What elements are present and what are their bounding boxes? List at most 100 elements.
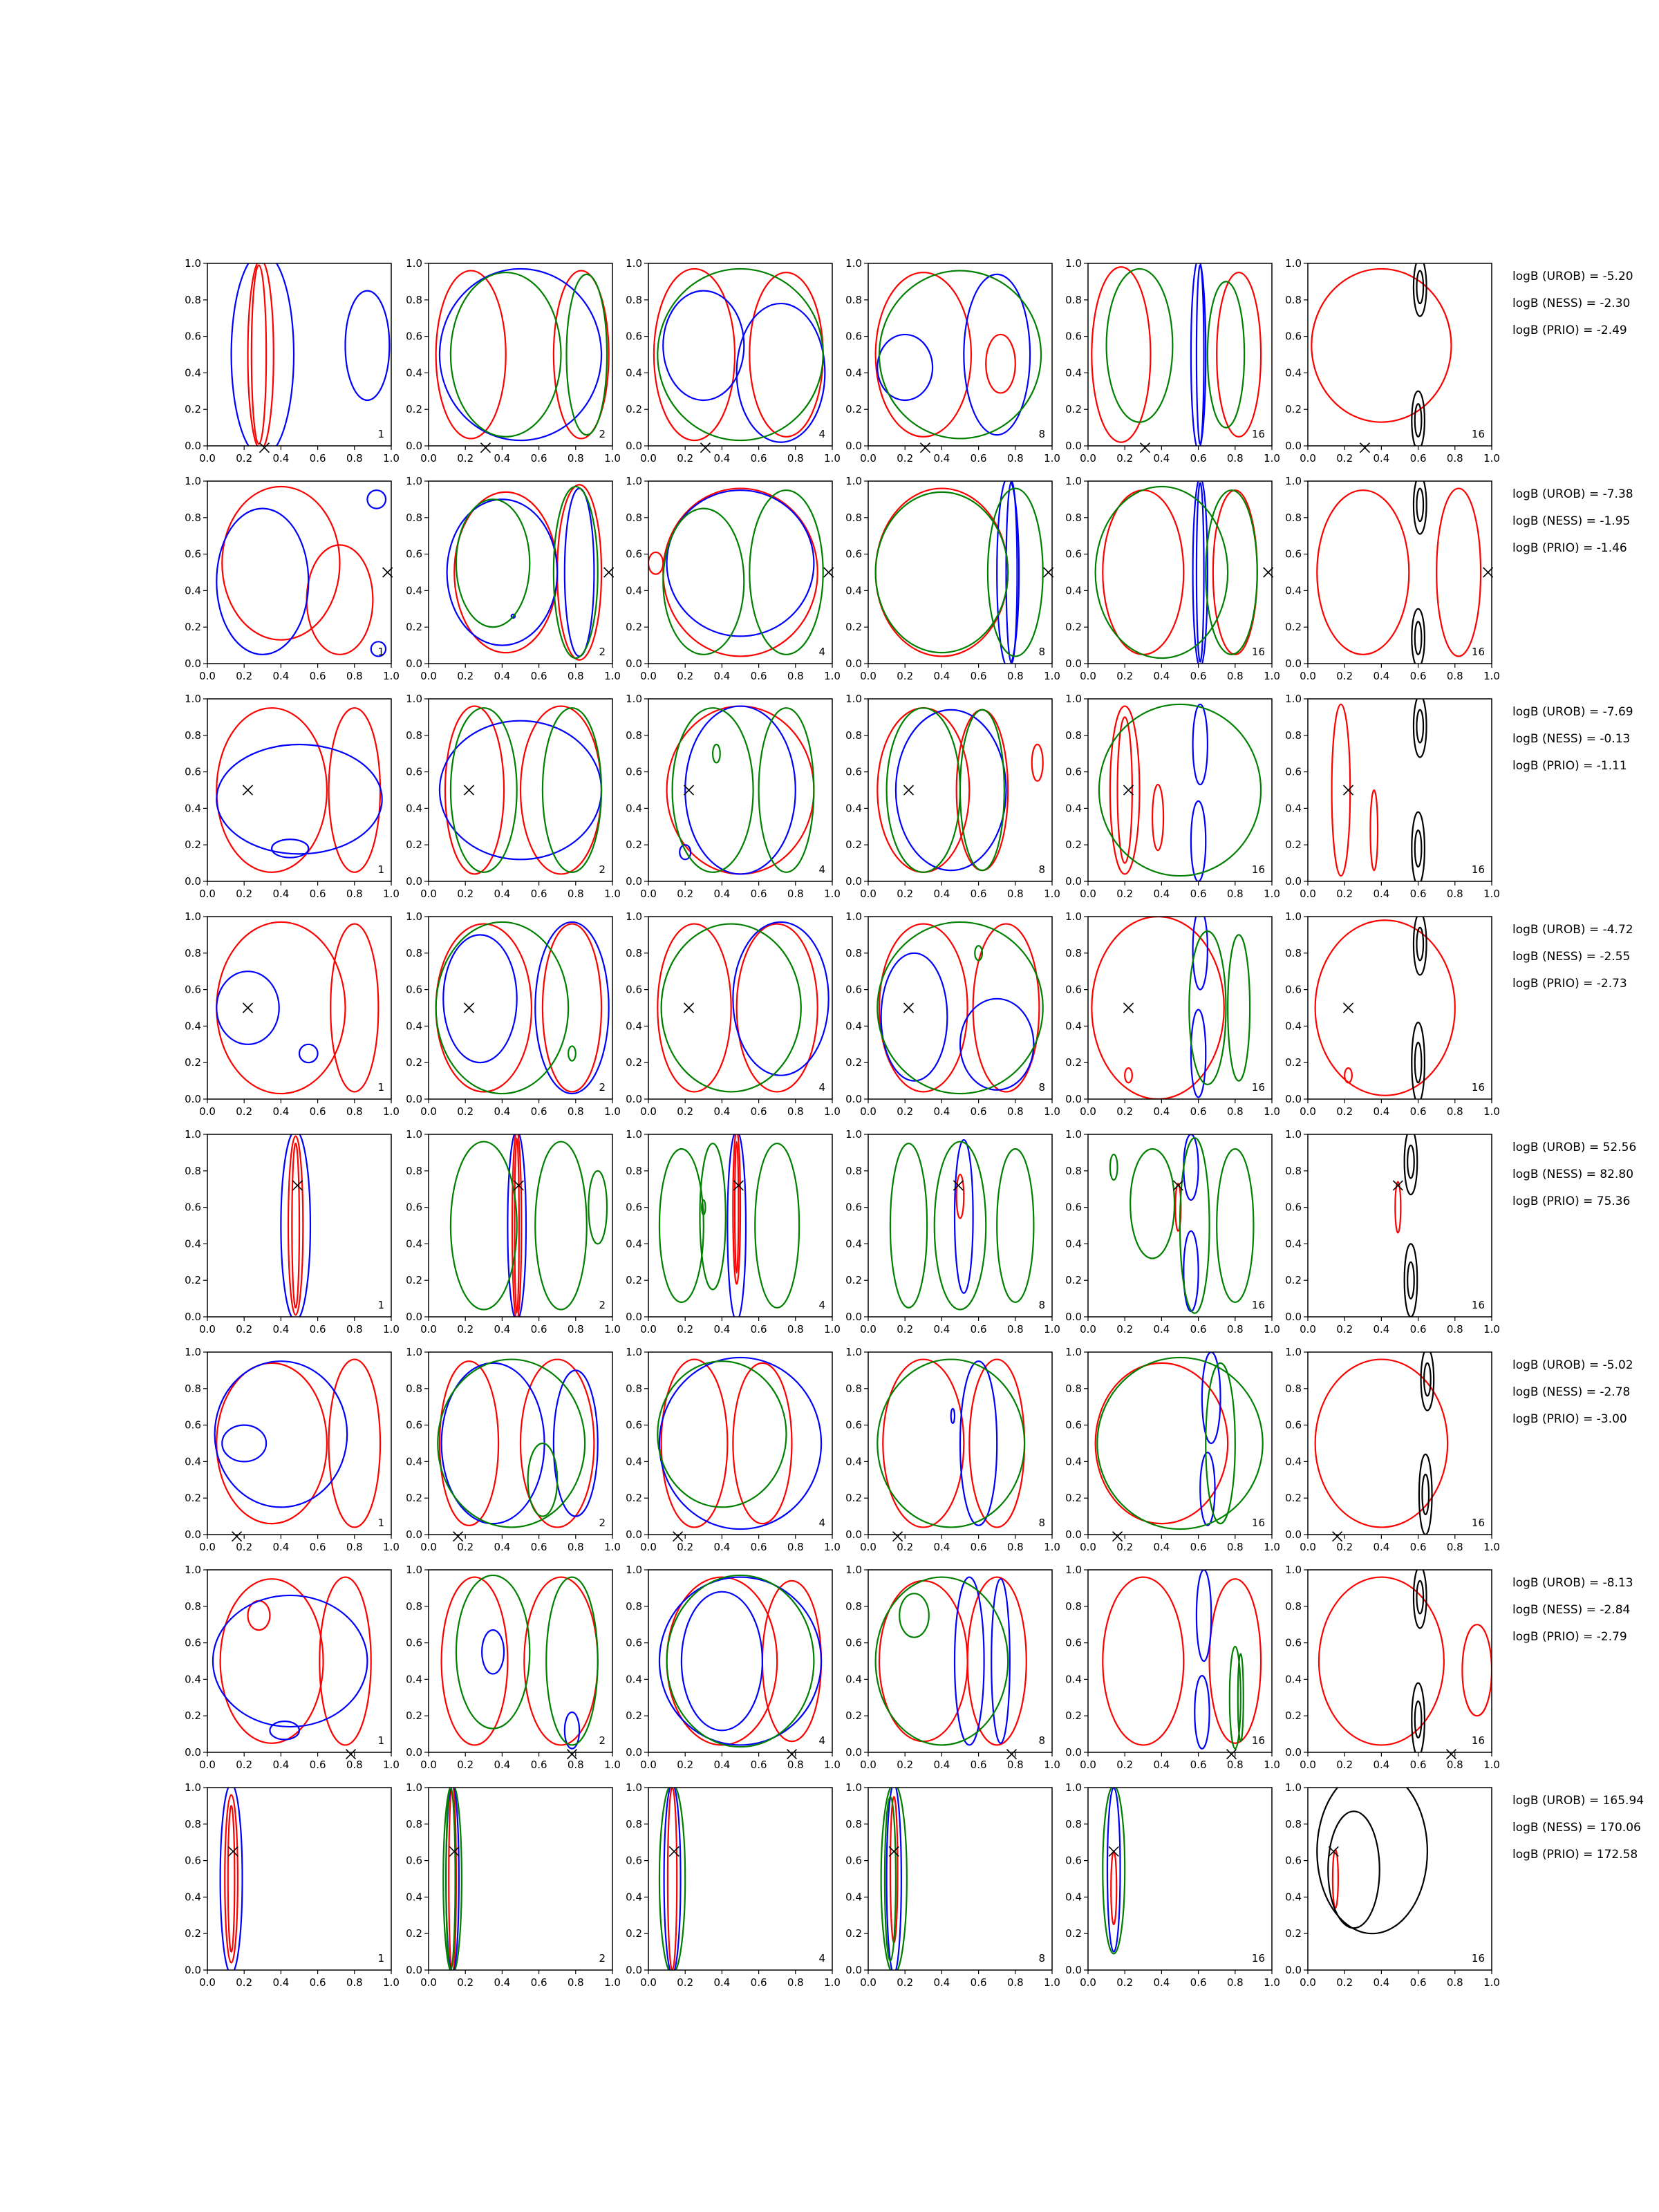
y-tick-label: 1.0 bbox=[185, 475, 201, 487]
x-tick-label: 0.4 bbox=[933, 1759, 950, 1771]
x-tick-label: 1.0 bbox=[604, 1976, 621, 1989]
y-tick-label: 0.4 bbox=[185, 802, 201, 814]
logb-annotation: logB (UROB) = -4.72 bbox=[1512, 923, 1633, 937]
x-tick-label: 0.6 bbox=[1410, 1976, 1427, 1989]
panel-number: 8 bbox=[1038, 1734, 1045, 1747]
y-tick-label: 0.0 bbox=[626, 657, 642, 670]
x-tick-label: 0.8 bbox=[568, 888, 584, 900]
x-tick-label: 0.2 bbox=[677, 670, 693, 682]
y-tick-label: 1.0 bbox=[1065, 693, 1082, 705]
y-tick-label: 0.2 bbox=[626, 621, 642, 633]
x-tick-label: 0.2 bbox=[236, 888, 252, 900]
y-tick-label: 0.2 bbox=[1065, 403, 1082, 415]
x-tick-label: 0.0 bbox=[640, 1323, 657, 1335]
axes-frame bbox=[1087, 480, 1273, 664]
x-tick-label: 0.6 bbox=[531, 670, 547, 682]
y-tick-label: 1.0 bbox=[626, 1128, 642, 1141]
x-tick-label: 0.2 bbox=[897, 1323, 913, 1335]
y-tick-label: 0.0 bbox=[1285, 1311, 1302, 1323]
y-tick-label: 0.6 bbox=[185, 766, 201, 778]
panel-r4-c5: 0.0 0.2 0.4 0.6 0.8 1.0 0.0 0.2 0.4 0.6 0.8 1.0 16 bbox=[1065, 910, 1280, 1118]
x-tick-label: 0.6 bbox=[531, 888, 547, 900]
green-contour bbox=[996, 1148, 1035, 1303]
blue-contour bbox=[953, 1138, 974, 1294]
true-parameter-marker bbox=[1108, 1846, 1119, 1857]
green-contour bbox=[883, 1796, 897, 1962]
x-tick-label: 1.0 bbox=[824, 1105, 841, 1118]
blue-contour bbox=[1190, 1009, 1207, 1098]
x-tick-label: 0.4 bbox=[713, 1976, 730, 1989]
contour-group bbox=[435, 268, 610, 442]
red-contour bbox=[250, 264, 268, 445]
y-tick-label: 0.0 bbox=[626, 1311, 642, 1323]
x-tick-label: 0.6 bbox=[1190, 1976, 1207, 1989]
x-tick-label: 0.6 bbox=[1410, 1759, 1427, 1771]
x-tick-label: 0.0 bbox=[420, 1541, 437, 1553]
x-tick-label: 0.4 bbox=[1153, 1323, 1170, 1335]
x-tick-label: 0.6 bbox=[971, 670, 987, 682]
x-tick-label: 0.6 bbox=[971, 1323, 987, 1335]
logb-annotation: logB (NESS) = 82.80 bbox=[1512, 1168, 1633, 1181]
axes-frame bbox=[868, 1787, 1053, 1971]
y-tick-label: 0.0 bbox=[626, 1528, 642, 1541]
black-contour bbox=[1411, 390, 1426, 446]
panel-number: 1 bbox=[377, 428, 384, 440]
blue-contour bbox=[1190, 263, 1207, 446]
panel-r5-c4: 0.0 0.2 0.4 0.6 0.8 1.0 0.0 0.2 0.4 0.6 0.8 1.0 8 bbox=[845, 1128, 1060, 1335]
y-tick-label: 1.0 bbox=[406, 693, 422, 705]
blue-contour bbox=[991, 1578, 1011, 1744]
y-tick-label: 0.2 bbox=[185, 1709, 201, 1722]
green-contour bbox=[986, 487, 1044, 657]
x-tick-label: 0.4 bbox=[272, 1759, 289, 1771]
red-contour bbox=[247, 263, 274, 446]
y-tick-label: 0.4 bbox=[1285, 802, 1302, 814]
y-tick-label: 0.8 bbox=[626, 512, 642, 524]
panel-number: 16 bbox=[1252, 1081, 1265, 1094]
axes-frame bbox=[648, 1351, 833, 1535]
red-contour bbox=[1394, 1181, 1402, 1234]
green-contour bbox=[974, 945, 984, 962]
x-tick-label: 0.4 bbox=[713, 1541, 730, 1553]
y-tick-label: 0.0 bbox=[845, 1528, 862, 1541]
figure-row-3: 0.0 0.2 0.4 0.6 0.8 1.00.00.20.40.60.81.010.0… bbox=[185, 693, 1633, 900]
y-tick-label: 0.4 bbox=[1065, 1455, 1082, 1468]
logb-annotation: logB (PRIO) = -2.73 bbox=[1512, 977, 1627, 991]
red-contour bbox=[219, 1578, 324, 1744]
x-tick-label: 0.2 bbox=[236, 1105, 252, 1118]
contour-group bbox=[449, 1134, 608, 1317]
contour-group bbox=[1094, 1352, 1264, 1530]
x-tick-label: 0.0 bbox=[1080, 1105, 1096, 1118]
panel-r6-c1: 0.0 0.2 0.4 0.6 0.8 1.0 0.0 0.2 0.4 0.6 0.8 1.0 1 bbox=[185, 1346, 400, 1553]
y-tick-label: 0.6 bbox=[845, 548, 862, 561]
y-tick-label: 1.0 bbox=[1065, 1346, 1082, 1358]
y-tick-label: 0.2 bbox=[406, 1709, 422, 1722]
blue-contour bbox=[271, 838, 310, 859]
red-contour bbox=[440, 1576, 509, 1746]
x-tick-label: 0.2 bbox=[1116, 1105, 1133, 1118]
green-contour bbox=[565, 273, 608, 436]
blue-contour bbox=[438, 268, 603, 442]
axes-frame bbox=[868, 263, 1053, 447]
contour-group bbox=[877, 921, 1044, 1095]
y-tick-label: 0.6 bbox=[1285, 1855, 1302, 1867]
y-tick-label: 1.0 bbox=[845, 475, 862, 487]
black-contour bbox=[1418, 1453, 1433, 1535]
true-parameter-marker bbox=[672, 1531, 684, 1542]
x-tick-label: 0.0 bbox=[1300, 888, 1316, 900]
y-tick-label: 0.8 bbox=[185, 1165, 201, 1177]
x-tick-label: 1.0 bbox=[604, 1759, 621, 1771]
x-tick-label: 0.2 bbox=[1116, 1759, 1133, 1771]
x-tick-label: 0.8 bbox=[1227, 1105, 1244, 1118]
y-tick-label: 0.2 bbox=[1065, 1709, 1082, 1722]
y-tick-label: 0.8 bbox=[406, 1818, 422, 1830]
x-tick-label: 0.2 bbox=[677, 1976, 693, 1989]
y-tick-label: 0.4 bbox=[1065, 1237, 1082, 1250]
y-tick-label: 1.0 bbox=[185, 1781, 201, 1794]
y-tick-label: 0.8 bbox=[406, 512, 422, 524]
red-contour bbox=[519, 705, 603, 875]
x-tick-label: 0.2 bbox=[236, 670, 252, 682]
axes-frame bbox=[868, 1569, 1053, 1753]
x-tick-label: 0.8 bbox=[1007, 1323, 1024, 1335]
x-tick-label: 0.8 bbox=[787, 1105, 804, 1118]
blue-contour bbox=[1005, 481, 1018, 664]
